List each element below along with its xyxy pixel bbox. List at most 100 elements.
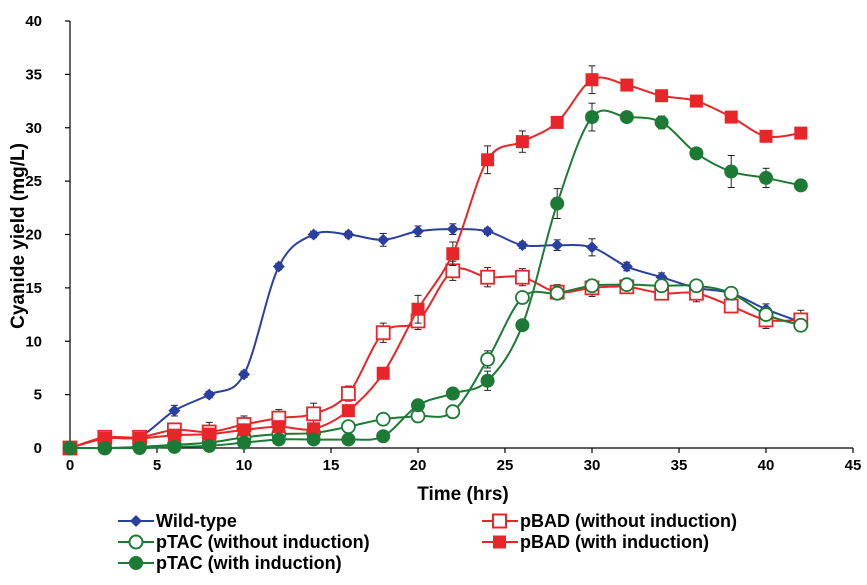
data-point bbox=[480, 269, 496, 285]
data-point bbox=[341, 432, 356, 447]
data-point bbox=[515, 290, 530, 305]
x-tick-label: 0 bbox=[66, 457, 74, 474]
data-point bbox=[272, 260, 285, 273]
x-tick-label: 5 bbox=[153, 457, 161, 474]
data-point bbox=[586, 241, 598, 254]
y-tick-label: 15 bbox=[25, 280, 42, 297]
data-point bbox=[446, 223, 459, 236]
axes: 0 5 10 15 20 25 30 35 40 0 5 10 15 20 25 30 35 40 45 bbox=[25, 13, 861, 474]
open-square-marker-icon bbox=[482, 513, 518, 529]
y-tick-label: 25 bbox=[25, 173, 42, 190]
data-point bbox=[237, 423, 251, 437]
data-point bbox=[306, 406, 322, 422]
data-point bbox=[132, 441, 147, 455]
series-line bbox=[69, 76, 801, 449]
data-point bbox=[412, 225, 424, 238]
data-point bbox=[481, 153, 495, 167]
series-line bbox=[69, 283, 802, 450]
data-point bbox=[723, 298, 739, 314]
data-point bbox=[342, 228, 355, 241]
data-point bbox=[585, 73, 599, 87]
data-point bbox=[203, 388, 216, 401]
data-point bbox=[411, 398, 425, 413]
legend-label: pTAC (with induction) bbox=[156, 552, 342, 573]
data-point bbox=[97, 441, 112, 455]
filled-square-marker-icon bbox=[482, 535, 518, 549]
data-point bbox=[480, 351, 496, 367]
data-point bbox=[620, 260, 633, 273]
data-point bbox=[549, 285, 565, 301]
data-point bbox=[654, 115, 669, 130]
data-point bbox=[377, 233, 390, 246]
y-axis-label: Cyanide yield (mg/L) bbox=[8, 143, 29, 329]
x-tick-label: 25 bbox=[497, 457, 514, 474]
data-point bbox=[689, 278, 704, 294]
series-3 bbox=[63, 65, 808, 455]
y-tick-label: 10 bbox=[25, 333, 42, 350]
data-point bbox=[340, 419, 356, 435]
series-line bbox=[70, 109, 802, 450]
series-4 bbox=[63, 102, 808, 455]
data-point bbox=[620, 78, 634, 92]
data-point bbox=[168, 404, 181, 417]
data-point bbox=[271, 432, 286, 447]
filled-circle-marker-icon bbox=[118, 556, 154, 570]
data-point bbox=[515, 269, 530, 285]
y-tick-label: 5 bbox=[34, 387, 42, 404]
data-point bbox=[551, 239, 564, 252]
x-tick-label: 15 bbox=[323, 457, 340, 474]
legend-label: pBAD (with induction) bbox=[520, 531, 709, 552]
data-point bbox=[272, 420, 286, 434]
data-point bbox=[619, 110, 634, 125]
x-tick-label: 40 bbox=[758, 457, 775, 474]
data-point bbox=[515, 135, 529, 149]
data-point bbox=[63, 441, 77, 455]
legend-item-ptac-with-induction: pTAC (with induction) bbox=[118, 552, 342, 574]
data-point bbox=[689, 94, 703, 108]
data-point bbox=[167, 439, 182, 454]
data-point bbox=[411, 302, 425, 316]
series-layer bbox=[62, 65, 809, 456]
data-point bbox=[480, 373, 495, 388]
data-point bbox=[307, 228, 320, 241]
data-point bbox=[167, 428, 181, 442]
y-tick-label: 40 bbox=[25, 13, 42, 30]
x-tick-label: 30 bbox=[584, 457, 601, 474]
data-point bbox=[340, 386, 356, 401]
data-point bbox=[793, 317, 809, 333]
data-point bbox=[794, 126, 808, 140]
data-point bbox=[724, 164, 739, 179]
data-point bbox=[445, 404, 461, 420]
legend-item-pbad-with-induction: pBAD (with induction) bbox=[482, 531, 709, 553]
data-point bbox=[550, 196, 565, 211]
legend-label: pTAC (without induction) bbox=[156, 531, 370, 552]
x-tick-label: 45 bbox=[845, 457, 862, 474]
data-point bbox=[238, 368, 250, 381]
data-point bbox=[376, 429, 391, 444]
x-tick-label: 10 bbox=[236, 457, 253, 474]
y-tick-label: 20 bbox=[25, 227, 42, 244]
data-point bbox=[793, 178, 808, 193]
y-tick-label: 30 bbox=[25, 120, 42, 137]
series-0 bbox=[64, 223, 807, 454]
data-point bbox=[481, 225, 494, 238]
y-tick-label: 35 bbox=[25, 66, 42, 83]
data-point bbox=[724, 110, 738, 124]
legend-label: pBAD (without induction) bbox=[520, 510, 737, 531]
data-point bbox=[98, 431, 112, 445]
data-point bbox=[446, 247, 460, 261]
legend-label: Wild-type bbox=[156, 510, 237, 531]
data-point bbox=[445, 263, 461, 279]
legend-item-pbad-without-induction: pBAD (without induction) bbox=[482, 510, 737, 532]
open-circle-marker-icon bbox=[118, 534, 154, 550]
data-point bbox=[619, 277, 635, 293]
data-point bbox=[550, 115, 564, 129]
data-point bbox=[584, 278, 600, 294]
data-point bbox=[237, 435, 251, 450]
data-point bbox=[585, 110, 599, 125]
data-point bbox=[759, 129, 773, 143]
data-point bbox=[306, 432, 321, 447]
data-point bbox=[375, 325, 391, 341]
diamond-marker-icon bbox=[118, 515, 154, 527]
data-point bbox=[655, 89, 669, 103]
